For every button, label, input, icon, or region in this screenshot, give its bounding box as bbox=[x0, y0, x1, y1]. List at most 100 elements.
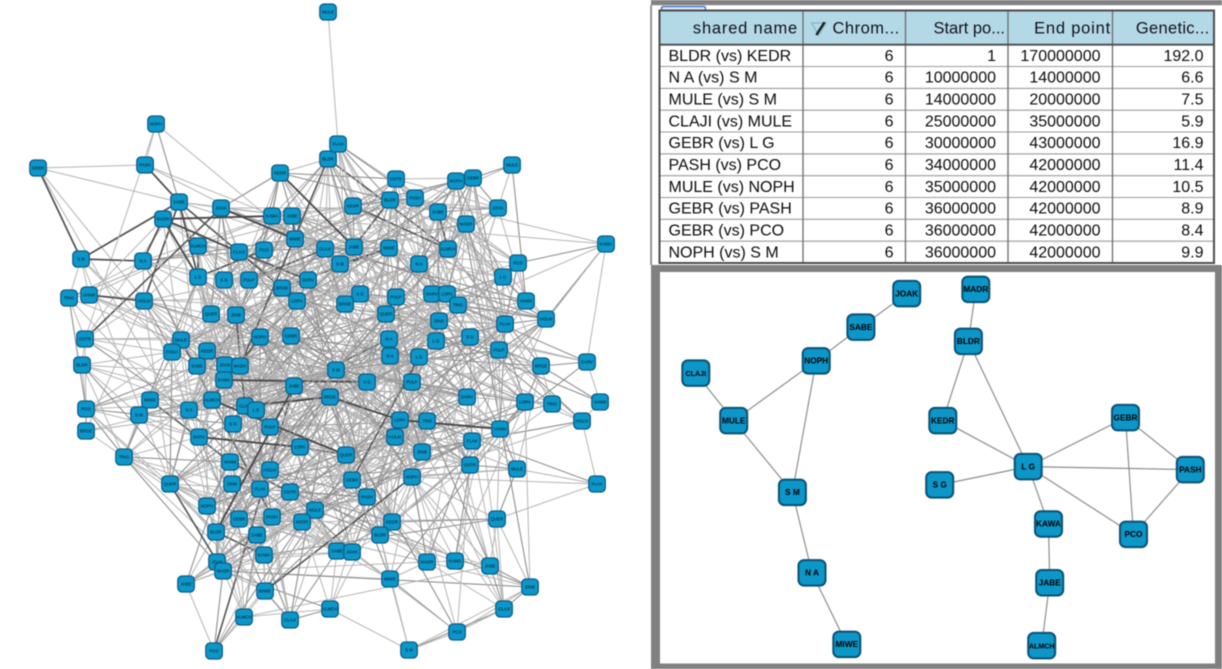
svg-text:TRIG: TRIG bbox=[547, 402, 558, 407]
svg-text:ZINB: ZINB bbox=[227, 482, 237, 487]
svg-text:Genetic...: Genetic... bbox=[1136, 19, 1210, 37]
svg-text:35000000: 35000000 bbox=[1029, 113, 1100, 130]
svg-text:OSTR: OSTR bbox=[390, 177, 402, 182]
svg-text:N A: N A bbox=[387, 354, 394, 359]
svg-text:N A: N A bbox=[805, 568, 819, 578]
svg-text:MADR: MADR bbox=[217, 569, 230, 574]
svg-text:CLAJI (vs) MULE: CLAJI (vs) MULE bbox=[669, 113, 793, 130]
svg-text:OSTR: OSTR bbox=[79, 337, 91, 342]
svg-text:MADR: MADR bbox=[460, 222, 473, 227]
svg-text:BLDR (vs) KEDR: BLDR (vs) KEDR bbox=[669, 48, 792, 65]
svg-text:BRGE: BRGE bbox=[276, 286, 288, 291]
svg-text:PULP: PULP bbox=[264, 425, 275, 430]
svg-text:HOLM: HOLM bbox=[264, 468, 277, 473]
svg-text:ALMCH: ALMCH bbox=[236, 615, 251, 620]
svg-text:NOPH: NOPH bbox=[150, 122, 162, 127]
svg-text:VANM: VANM bbox=[520, 299, 533, 304]
svg-text:N A (vs) S M: N A (vs) S M bbox=[669, 70, 758, 87]
svg-text:6: 6 bbox=[885, 135, 894, 152]
svg-text:KAWA: KAWA bbox=[600, 242, 612, 247]
svg-text:shared name: shared name bbox=[693, 19, 798, 37]
svg-text:DARV: DARV bbox=[581, 360, 593, 365]
svg-text:GEBR (vs) PASH: GEBR (vs) PASH bbox=[669, 201, 792, 218]
svg-text:MIWE: MIWE bbox=[383, 246, 395, 251]
svg-text:ALMCH: ALMCH bbox=[322, 607, 337, 612]
svg-text:LOPA: LOPA bbox=[441, 292, 452, 297]
svg-text:SABE: SABE bbox=[432, 210, 444, 215]
svg-text:FLAX: FLAX bbox=[592, 482, 603, 487]
svg-text:6: 6 bbox=[885, 223, 894, 240]
svg-text:HOLM: HOLM bbox=[540, 317, 553, 322]
svg-text:43000000: 43000000 bbox=[1029, 135, 1100, 152]
svg-text:PCO: PCO bbox=[259, 248, 269, 253]
svg-text:6: 6 bbox=[885, 201, 894, 218]
svg-text:1: 1 bbox=[987, 48, 996, 65]
svg-text:L G: L G bbox=[195, 275, 202, 280]
svg-text:30000000: 30000000 bbox=[925, 135, 996, 152]
svg-text:170000000: 170000000 bbox=[1020, 48, 1100, 65]
svg-text:CLAJI: CLAJI bbox=[319, 247, 331, 252]
svg-text:GEBR: GEBR bbox=[32, 166, 44, 171]
svg-text:BLDR: BLDR bbox=[76, 363, 87, 368]
svg-text:JABE: JABE bbox=[485, 564, 496, 569]
svg-text:S G: S G bbox=[363, 380, 371, 385]
svg-text:9.9: 9.9 bbox=[1181, 244, 1203, 261]
svg-text:S M: S M bbox=[336, 262, 344, 267]
svg-text:S G: S G bbox=[933, 480, 947, 490]
svg-text:MULE: MULE bbox=[175, 338, 187, 343]
svg-text:6: 6 bbox=[885, 70, 894, 87]
svg-text:S M: S M bbox=[135, 413, 143, 418]
svg-text:PCO: PCO bbox=[209, 649, 219, 654]
svg-text:36000000: 36000000 bbox=[925, 201, 996, 218]
svg-text:PASH (vs) PCO: PASH (vs) PCO bbox=[669, 157, 782, 174]
svg-text:ALMCH: ALMCH bbox=[190, 244, 205, 249]
svg-text:TRIG: TRIG bbox=[422, 419, 433, 424]
svg-text:QUER: QUER bbox=[491, 517, 503, 522]
svg-text:ZINB: ZINB bbox=[434, 319, 444, 324]
svg-text:36000000: 36000000 bbox=[925, 223, 996, 240]
svg-text:KEDR: KEDR bbox=[386, 520, 398, 525]
svg-text:N A: N A bbox=[186, 408, 193, 413]
svg-text:TRIG: TRIG bbox=[119, 455, 130, 460]
svg-text:HOLM: HOLM bbox=[576, 419, 589, 424]
svg-text:S G: S G bbox=[466, 335, 474, 340]
svg-text:14000000: 14000000 bbox=[925, 92, 996, 109]
svg-text:BLDR: BLDR bbox=[957, 336, 980, 346]
svg-text:L G: L G bbox=[500, 275, 507, 280]
svg-text:JOAK: JOAK bbox=[492, 206, 503, 211]
svg-text:ZINB: ZINB bbox=[231, 313, 241, 318]
svg-text:QUER: QUER bbox=[340, 453, 352, 458]
svg-text:SABE: SABE bbox=[191, 364, 203, 369]
svg-text:8.4: 8.4 bbox=[1181, 223, 1203, 240]
svg-text:GEBR: GEBR bbox=[233, 517, 245, 522]
svg-text:MULE: MULE bbox=[309, 508, 321, 513]
svg-text:6: 6 bbox=[885, 92, 894, 109]
svg-text:TRIG: TRIG bbox=[64, 296, 75, 301]
svg-text:PCO: PCO bbox=[81, 407, 91, 412]
svg-text:JABE: JABE bbox=[289, 384, 300, 389]
svg-text:L G: L G bbox=[416, 355, 423, 360]
svg-text:FLAX: FLAX bbox=[255, 487, 266, 492]
svg-text:LOPA: LOPA bbox=[294, 445, 305, 450]
svg-text:34000000: 34000000 bbox=[925, 157, 996, 174]
svg-text:GEBR (vs) PCO: GEBR (vs) PCO bbox=[669, 223, 785, 240]
svg-text:LOPA: LOPA bbox=[291, 299, 302, 304]
svg-text:20000000: 20000000 bbox=[1029, 92, 1100, 109]
svg-text:MULE (vs) NOPH: MULE (vs) NOPH bbox=[669, 179, 795, 196]
svg-text:KEDR: KEDR bbox=[931, 415, 955, 425]
svg-text:ZINB: ZINB bbox=[417, 450, 427, 455]
svg-text:PASH: PASH bbox=[409, 196, 420, 201]
svg-text:11.4: 11.4 bbox=[1174, 157, 1204, 174]
svg-text:CLAJI: CLAJI bbox=[498, 607, 510, 612]
svg-text:BLDR: BLDR bbox=[374, 533, 385, 538]
svg-text:CLAJI: CLAJI bbox=[686, 370, 707, 378]
svg-text:KAWA: KAWA bbox=[266, 214, 278, 219]
svg-text:JABE: JABE bbox=[181, 582, 192, 587]
svg-text:S G: S G bbox=[229, 422, 237, 427]
svg-text:VANM: VANM bbox=[594, 400, 607, 405]
svg-text:LOPA: LOPA bbox=[519, 400, 530, 405]
svg-text:CLAJI: CLAJI bbox=[284, 618, 296, 623]
svg-text:MULE: MULE bbox=[506, 163, 518, 168]
svg-text:BRGE: BRGE bbox=[80, 429, 92, 434]
svg-text:S M: S M bbox=[405, 648, 413, 653]
